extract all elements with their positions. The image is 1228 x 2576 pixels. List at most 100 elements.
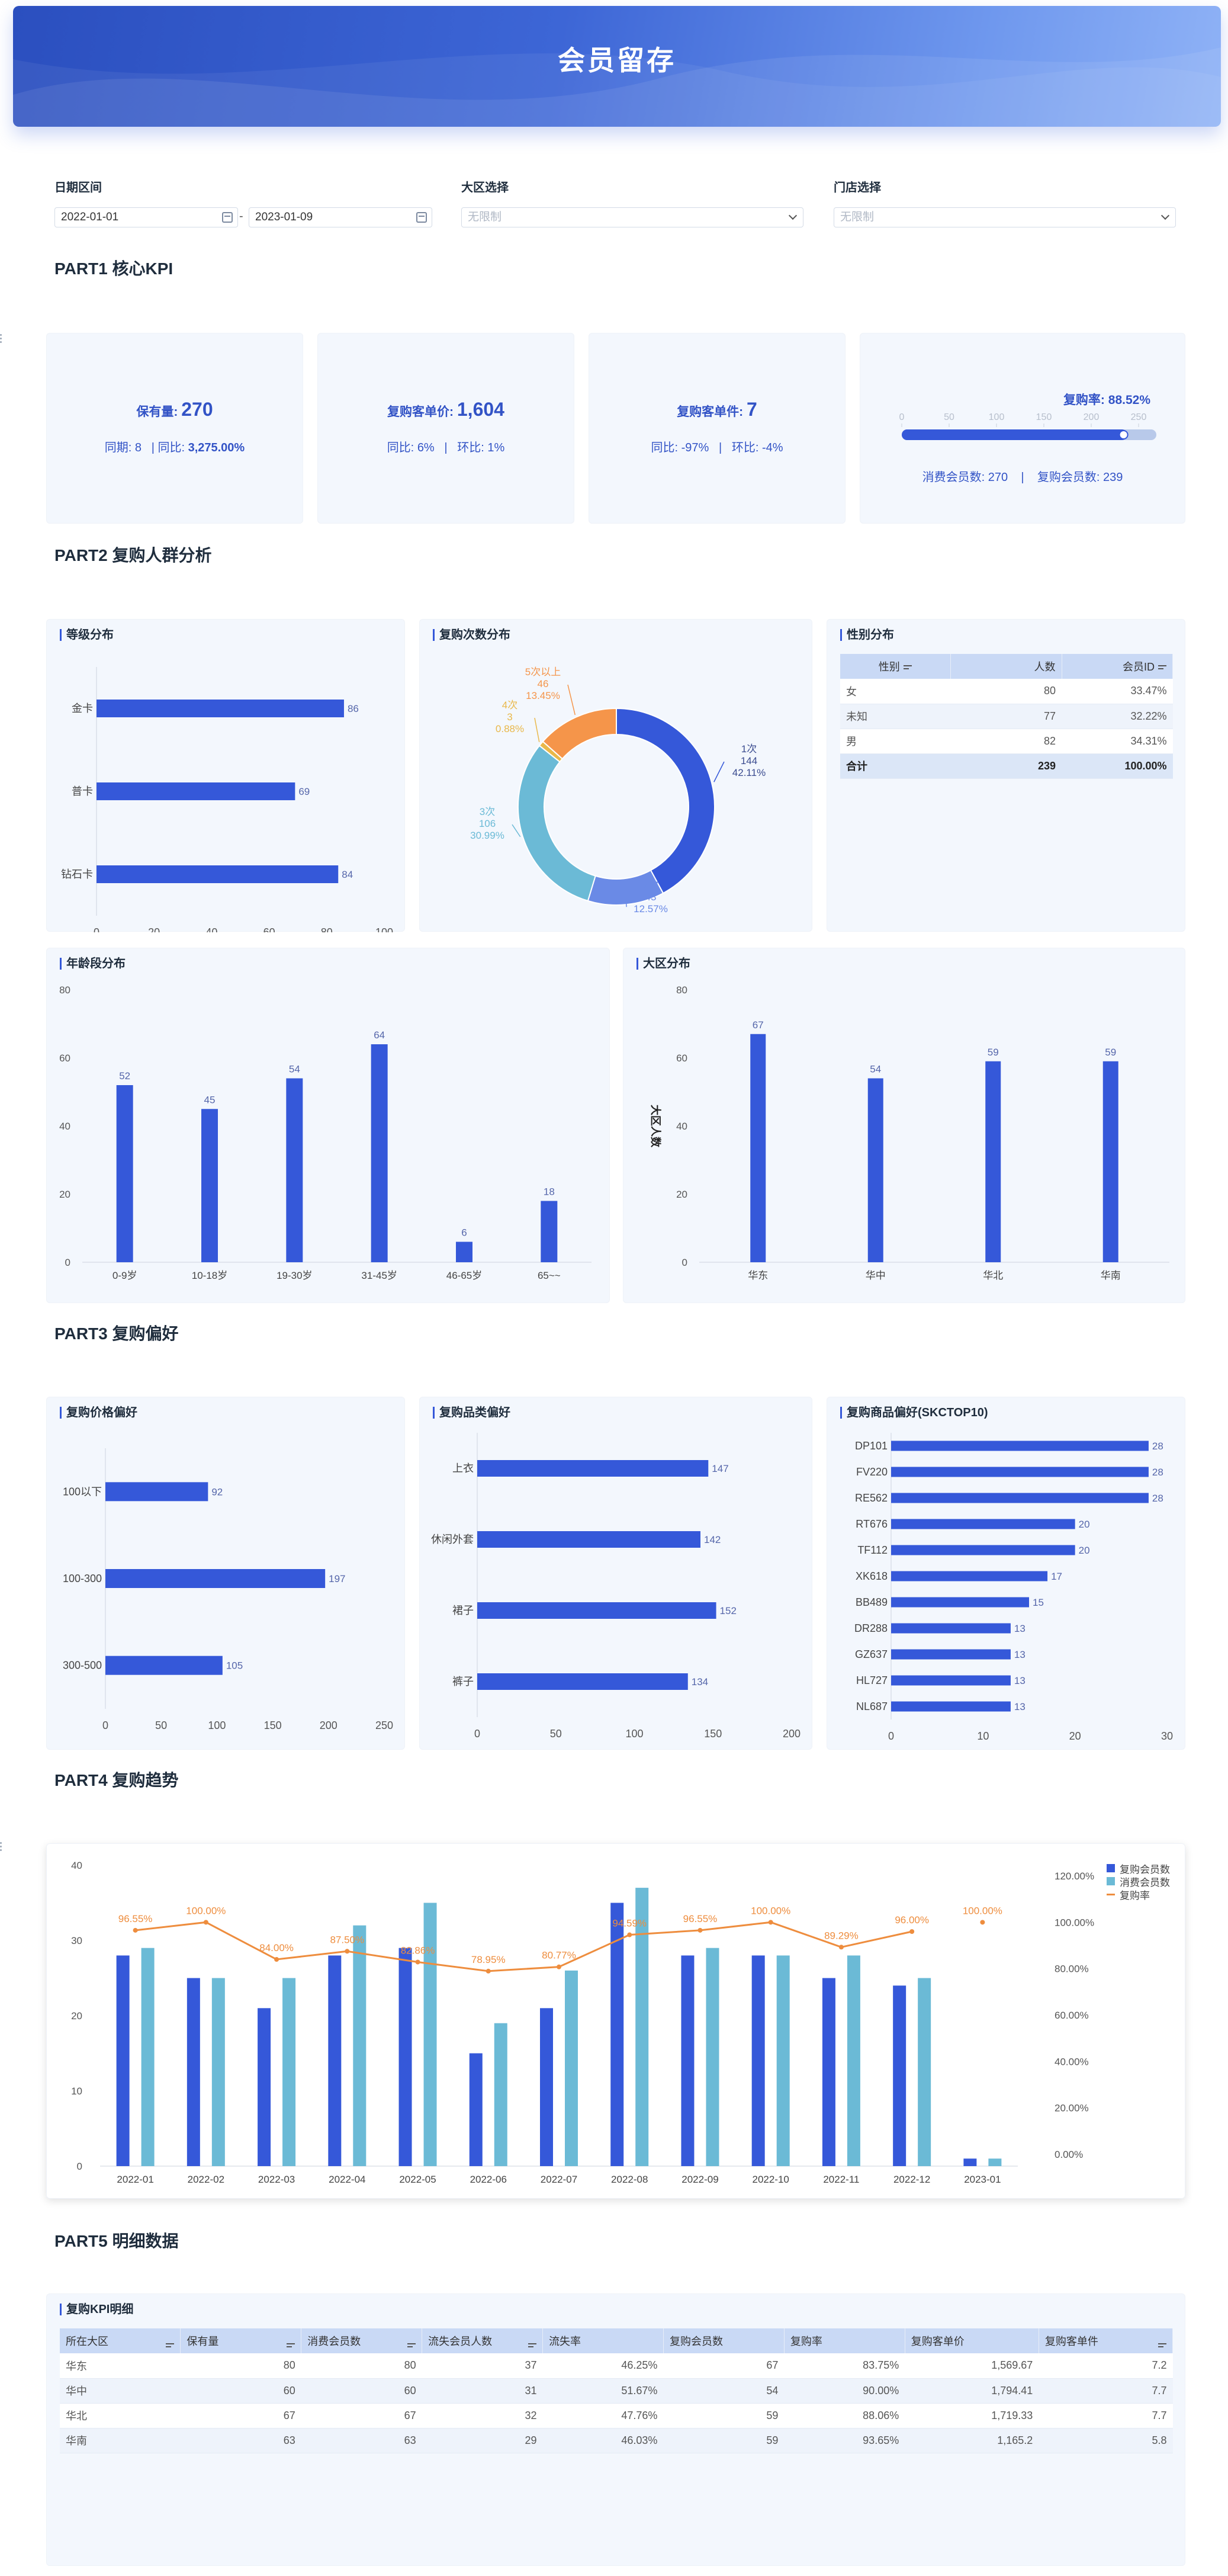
category-label: GZ637 bbox=[855, 1648, 888, 1660]
x-tick-label: 10 bbox=[977, 1730, 989, 1742]
y2-tick-label: 80.00% bbox=[1055, 1964, 1089, 1975]
data-label: 17 bbox=[1051, 1571, 1062, 1582]
y-tick-label: 60 bbox=[59, 1053, 70, 1064]
table-cell: 华南 bbox=[60, 2428, 181, 2453]
table-cell: 1,794.41 bbox=[905, 2378, 1039, 2404]
page-title: 会员留存 bbox=[558, 45, 676, 76]
card-detail-table: 复购KPI明细 所在大区 保有量 消费会员数 流失会员人数 流失率 复购会员数 复购率 复购客… bbox=[46, 2293, 1185, 2566]
slice-label-value: 43 bbox=[645, 891, 657, 903]
rate-point bbox=[980, 1920, 985, 1925]
calendar-icon[interactable] bbox=[416, 212, 427, 223]
card-region-distribution: 大区分布 0 20 40 60 80 67 华东 54 华中 59 华北 59 华南 大区人数 bbox=[623, 948, 1185, 1303]
rate-point bbox=[274, 1957, 279, 1962]
bar bbox=[211, 1978, 225, 2166]
detail-col-header[interactable]: 复购率 bbox=[784, 2328, 905, 2353]
bar bbox=[187, 1978, 200, 2166]
data-label: 52 bbox=[119, 1070, 130, 1082]
table-cell: 60 bbox=[180, 2378, 301, 2404]
y-tick-label: 0 bbox=[77, 2161, 82, 2172]
bar bbox=[1102, 1061, 1118, 1262]
detail-col-header[interactable]: 消费会员数 bbox=[301, 2328, 423, 2353]
slice-label-pct: 12.57% bbox=[634, 903, 668, 915]
date-end-input[interactable]: 2023-01-09 bbox=[249, 207, 432, 227]
table-cell: 29 bbox=[422, 2428, 543, 2453]
page-header: 会员留存 bbox=[13, 6, 1221, 127]
data-label: 86 bbox=[348, 703, 359, 714]
memberid-col-header[interactable]: 会员ID bbox=[1062, 654, 1173, 679]
gender-col-header[interactable]: 性别 bbox=[840, 654, 951, 679]
rate-point bbox=[768, 1920, 773, 1925]
chevron-down-icon[interactable] bbox=[1161, 211, 1170, 220]
rate-data-label: 94.59% bbox=[612, 1918, 647, 1929]
date-start-input[interactable]: 2022-01-01 bbox=[54, 207, 238, 227]
donut-slice bbox=[542, 707, 617, 760]
kpi-unit-price-value: 1,604 bbox=[457, 399, 504, 420]
kpi-unit-count-value: 7 bbox=[747, 399, 757, 420]
detail-col-header[interactable]: 保有量 bbox=[180, 2328, 302, 2353]
store-select[interactable]: 无限制 bbox=[834, 207, 1176, 227]
legend-item-consume[interactable]: 消费会员数 bbox=[1107, 1875, 1170, 1888]
category-label: FV220 bbox=[856, 1466, 888, 1478]
sort-icon[interactable] bbox=[407, 2342, 416, 2349]
y-tick-label: 40 bbox=[71, 1860, 82, 1871]
bar bbox=[494, 2023, 507, 2166]
category-label: 300-500 bbox=[63, 1660, 102, 1672]
x-tick-label: 50 bbox=[550, 1728, 562, 1740]
data-label: 134 bbox=[692, 1676, 708, 1688]
detail-col-header[interactable]: 复购客单件 bbox=[1039, 2328, 1174, 2353]
calendar-icon[interactable] bbox=[222, 212, 233, 223]
data-label: 18 bbox=[544, 1186, 555, 1198]
table-cell: 67 bbox=[301, 2403, 422, 2429]
bar bbox=[681, 1955, 695, 2166]
x-tick-label: 2022-08 bbox=[611, 2174, 648, 2185]
donut-slice bbox=[517, 745, 596, 902]
table-cell: 31 bbox=[422, 2378, 543, 2404]
chevron-down-icon[interactable] bbox=[788, 211, 798, 220]
legend-item-repurchase[interactable]: 复购会员数 bbox=[1107, 1862, 1170, 1875]
y-tick-label: 20 bbox=[71, 2010, 82, 2022]
slice-label-name: 1次 bbox=[741, 743, 757, 755]
table-cell: 华中 bbox=[60, 2378, 181, 2404]
x-tick-label: 40 bbox=[205, 926, 217, 932]
detail-table: 所在大区 保有量 消费会员数 流失会员人数 流失率 复购会员数 复购率 复购客单价 复购客单件 … bbox=[60, 2328, 1174, 2453]
table-cell: 1,165.2 bbox=[905, 2428, 1039, 2453]
x-tick-label: 80 bbox=[321, 926, 333, 932]
sort-icon[interactable] bbox=[528, 2342, 537, 2349]
trend-legend: 复购会员数 消费会员数 复购率 bbox=[1107, 1862, 1170, 1901]
y2-tick-label: 100.00% bbox=[1055, 1917, 1094, 1928]
table-row: 未知 77 32.22% bbox=[840, 704, 1173, 729]
card-title: 复购商品偏好(SKCTOP10) bbox=[840, 1407, 988, 1419]
detail-col-header[interactable]: 复购客单价 bbox=[905, 2328, 1039, 2353]
sort-icon[interactable] bbox=[166, 2342, 175, 2349]
drag-handle[interactable] bbox=[0, 334, 2, 345]
donut-slice bbox=[616, 707, 715, 894]
x-tick-label: 46-65岁 bbox=[446, 1270, 482, 1281]
detail-col-header[interactable]: 所在大区 bbox=[60, 2328, 181, 2353]
legend-item-rate[interactable]: 复购率 bbox=[1107, 1888, 1170, 1901]
slice-label-pct: 30.99% bbox=[470, 830, 504, 841]
detail-col-header[interactable]: 流失会员人数 bbox=[422, 2328, 544, 2353]
sort-icon[interactable] bbox=[1158, 2342, 1166, 2349]
table-cell: 华东 bbox=[60, 2353, 181, 2379]
region-select[interactable]: 无限制 bbox=[461, 207, 803, 227]
label-leader-line bbox=[713, 761, 725, 782]
label-leader-line bbox=[567, 684, 576, 716]
x-tick-label: 2022-10 bbox=[752, 2174, 789, 2185]
bar bbox=[116, 1085, 133, 1262]
y-tick-label: 60 bbox=[676, 1053, 687, 1064]
count-col-header[interactable]: 人数 bbox=[950, 654, 1062, 679]
bar bbox=[610, 1903, 624, 2166]
table-row: 华东 80 80 37 46.25% 67 83.75% 1,569.67 7.2 bbox=[60, 2353, 1173, 2379]
bar bbox=[97, 865, 339, 883]
card-title: 大区分布 bbox=[636, 958, 690, 970]
drag-handle[interactable] bbox=[0, 1842, 2, 1853]
detail-col-header[interactable]: 复购会员数 bbox=[663, 2328, 785, 2353]
detail-col-header[interactable]: 流失率 bbox=[542, 2328, 664, 2353]
x-tick-label: 100 bbox=[375, 926, 393, 932]
gauge-fill bbox=[902, 429, 1127, 440]
data-label: 6 bbox=[461, 1227, 467, 1239]
x-tick-label: 2022-06 bbox=[470, 2174, 507, 2185]
sort-icon[interactable] bbox=[287, 2342, 295, 2349]
category-label: DP101 bbox=[855, 1440, 888, 1452]
data-label: 28 bbox=[1152, 1493, 1163, 1504]
